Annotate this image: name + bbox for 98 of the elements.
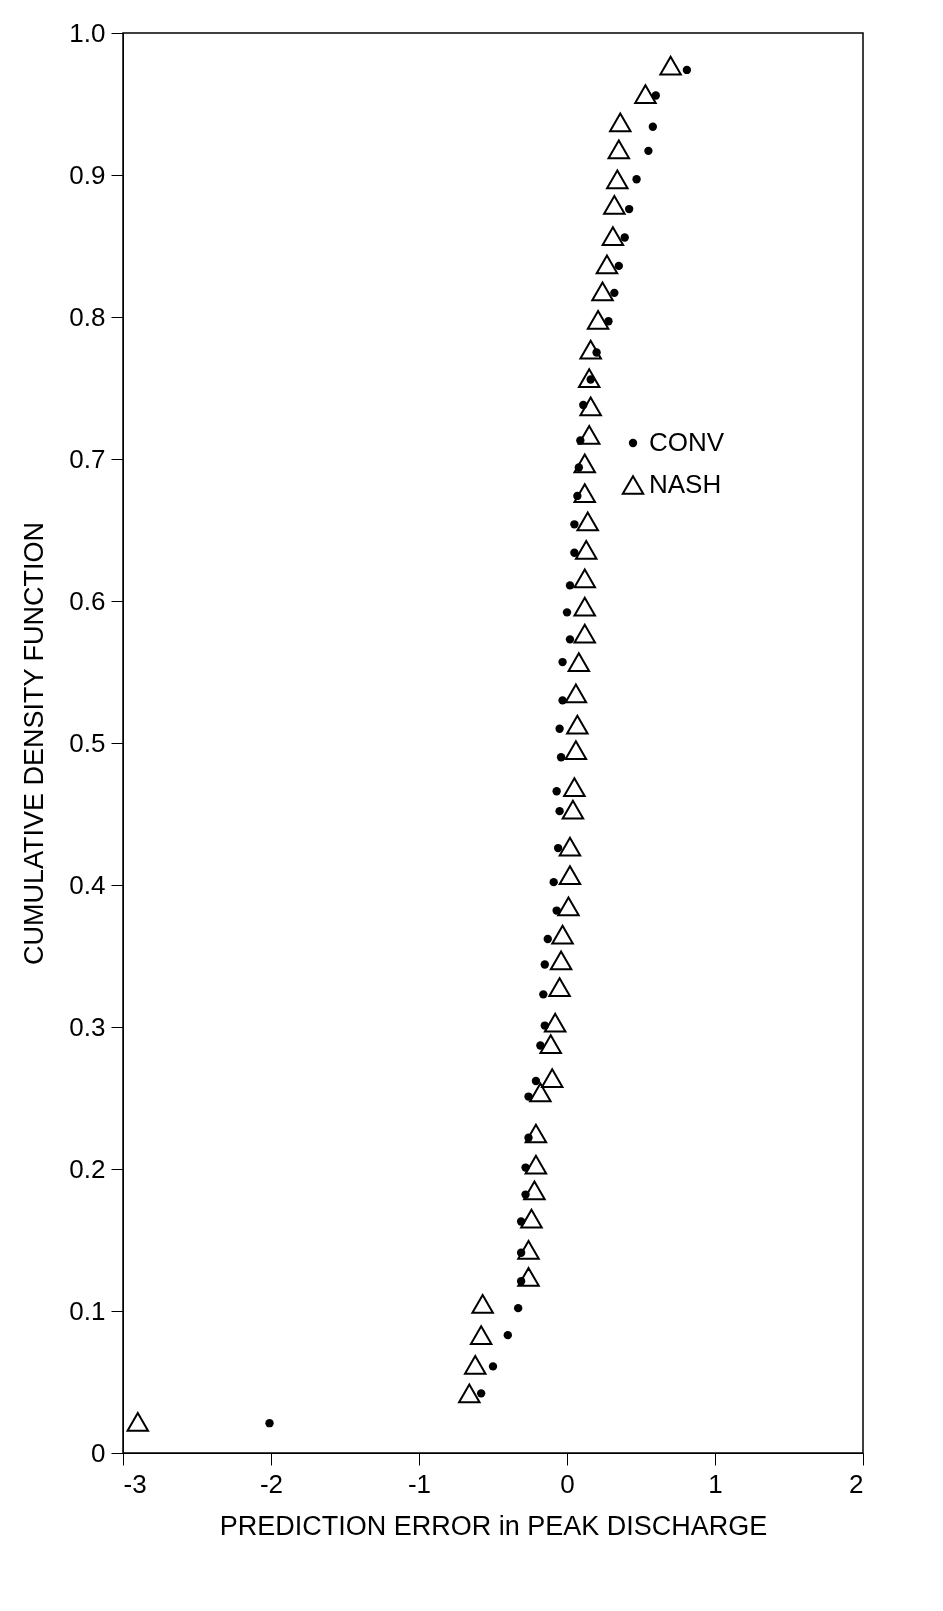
point bbox=[577, 424, 601, 445]
point bbox=[566, 714, 589, 735]
y-tick-label: 0.7 bbox=[69, 443, 106, 474]
point bbox=[601, 226, 625, 246]
point bbox=[458, 1383, 481, 1404]
point bbox=[548, 977, 571, 998]
point bbox=[529, 1082, 552, 1103]
point bbox=[556, 753, 566, 762]
point bbox=[551, 924, 574, 945]
x-tick-label: 0 bbox=[560, 1468, 575, 1499]
point bbox=[659, 55, 682, 76]
y-tick-label: 0.5 bbox=[69, 727, 106, 758]
point bbox=[476, 1389, 486, 1398]
point bbox=[591, 281, 614, 302]
x-tick-label: -1 bbox=[407, 1468, 432, 1499]
point bbox=[553, 843, 563, 853]
point bbox=[579, 396, 602, 417]
legend-label: CONV bbox=[649, 427, 725, 457]
point bbox=[549, 877, 558, 887]
point bbox=[524, 1154, 548, 1175]
point bbox=[574, 540, 598, 560]
x-tick-label: 1 bbox=[708, 1468, 723, 1499]
point bbox=[610, 288, 619, 298]
y-axis-title: CUMULATIVE DENSITY FUNCTION bbox=[19, 521, 50, 966]
point bbox=[126, 1411, 150, 1432]
point bbox=[682, 65, 692, 75]
point bbox=[648, 122, 658, 131]
y-tick-label: 0.1 bbox=[69, 1295, 106, 1326]
point bbox=[632, 175, 641, 184]
point bbox=[573, 453, 597, 474]
x-axis-title: PREDICTION ERROR in PEAK DISCHARGE bbox=[219, 1510, 768, 1541]
point bbox=[558, 865, 582, 885]
point bbox=[561, 799, 585, 820]
point bbox=[517, 1267, 540, 1287]
point bbox=[570, 520, 579, 529]
point bbox=[606, 169, 629, 190]
y-tick-label: 0.9 bbox=[69, 159, 106, 190]
y-tick-label: 0.8 bbox=[69, 301, 106, 332]
point bbox=[523, 1180, 546, 1201]
point bbox=[540, 1068, 564, 1088]
point bbox=[603, 194, 626, 215]
x-tick-label: -2 bbox=[259, 1468, 284, 1499]
point bbox=[634, 84, 657, 104]
point bbox=[469, 1325, 493, 1346]
point bbox=[573, 483, 597, 503]
y-tick-label: 0.2 bbox=[69, 1153, 106, 1184]
point bbox=[565, 581, 575, 590]
point bbox=[463, 1355, 487, 1375]
point bbox=[543, 934, 552, 944]
point bbox=[488, 1362, 498, 1371]
point bbox=[562, 608, 572, 617]
point bbox=[503, 1330, 512, 1340]
point bbox=[595, 254, 619, 275]
point bbox=[471, 1294, 494, 1314]
point bbox=[265, 1419, 274, 1428]
point bbox=[543, 1012, 567, 1033]
point bbox=[573, 596, 597, 617]
point bbox=[564, 740, 588, 760]
point bbox=[614, 261, 623, 271]
point bbox=[517, 1240, 540, 1260]
point bbox=[576, 511, 599, 532]
point bbox=[570, 548, 579, 557]
point bbox=[549, 950, 573, 971]
point bbox=[565, 635, 575, 644]
point bbox=[573, 623, 597, 644]
point bbox=[579, 339, 602, 360]
point bbox=[531, 1076, 541, 1086]
point bbox=[563, 777, 586, 797]
point bbox=[644, 146, 653, 156]
point bbox=[539, 1034, 562, 1054]
y-tick-label: 0.6 bbox=[69, 585, 106, 616]
point bbox=[555, 724, 564, 733]
y-tick-label: 0.4 bbox=[69, 869, 106, 900]
y-tick-label: 1.0 bbox=[69, 17, 106, 48]
point bbox=[577, 368, 601, 388]
point bbox=[552, 787, 561, 796]
legend-label: NASH bbox=[649, 469, 722, 499]
x-tick-label: -3 bbox=[123, 1468, 147, 1499]
point bbox=[609, 112, 632, 133]
point bbox=[513, 1303, 523, 1313]
point bbox=[620, 233, 629, 242]
y-tick-label: 0.3 bbox=[69, 1011, 106, 1042]
point bbox=[624, 204, 634, 214]
point bbox=[520, 1208, 543, 1229]
point bbox=[524, 1123, 548, 1144]
point bbox=[558, 657, 567, 667]
x-tick-label: 2 bbox=[849, 1468, 864, 1499]
point bbox=[586, 309, 610, 330]
point bbox=[567, 652, 591, 672]
y-tick-label: 0 bbox=[91, 1437, 106, 1468]
point bbox=[539, 990, 548, 999]
point bbox=[607, 139, 631, 160]
point bbox=[557, 896, 580, 917]
point bbox=[540, 960, 549, 969]
point bbox=[558, 836, 582, 857]
point bbox=[564, 683, 588, 704]
point bbox=[555, 806, 564, 816]
point bbox=[573, 568, 597, 589]
